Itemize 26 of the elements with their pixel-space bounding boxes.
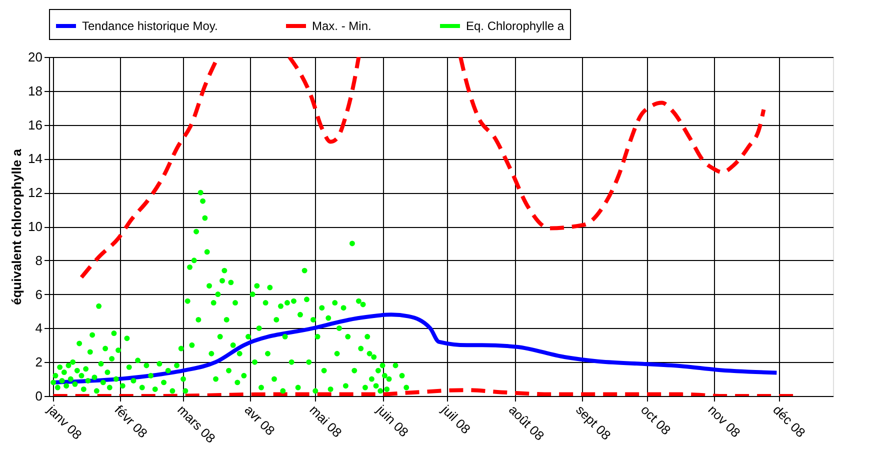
x-tick-label: mai 08 — [306, 402, 345, 440]
x-tick-label: sept 08 — [573, 402, 614, 443]
x-tick-label: nov 08 — [705, 402, 744, 440]
y-axis-title: équivalent chlorophylle a — [9, 148, 24, 306]
x-tick-label: déc 08 — [770, 402, 808, 440]
y-tick-label: 10 — [28, 219, 42, 234]
x-tick-label: août 08 — [506, 402, 548, 444]
x-tick-label: janv 08 — [44, 401, 85, 442]
y-tick-label: 2 — [35, 354, 42, 370]
y-tick-label: 0 — [35, 388, 42, 404]
legend-label: Tendance historique Moy. — [82, 19, 218, 33]
x-tick-label: avr 08 — [242, 402, 278, 438]
x-tick-label: févr 08 — [112, 402, 150, 441]
y-tick-label: 4 — [35, 320, 42, 336]
y-tick-label: 16 — [28, 117, 42, 132]
y-tick-label: 20 — [28, 50, 42, 64]
legend-label: Max. - Min. — [312, 19, 372, 33]
x-tick-label: juin 08 — [373, 401, 412, 440]
x-tick-label: oct 08 — [638, 402, 674, 438]
y-tick-label: 12 — [28, 185, 42, 200]
x-tick-label: juil 08 — [438, 401, 474, 437]
y-tick-label: 18 — [28, 83, 42, 98]
y-tick-label: 8 — [35, 252, 42, 268]
legend-label: Eq. Chlorophylle a — [466, 19, 564, 33]
y-tick-label: 6 — [35, 286, 42, 302]
y-tick-label: 14 — [28, 151, 42, 166]
